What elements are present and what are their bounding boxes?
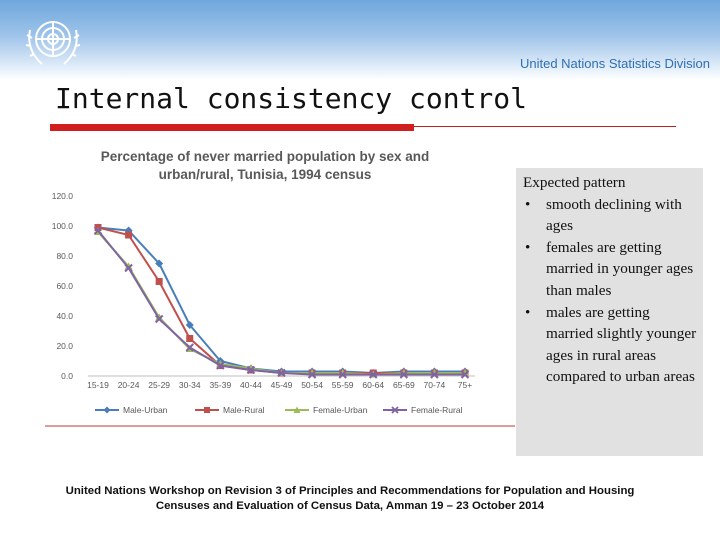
org-name: United Nations Statistics Division [519, 56, 710, 71]
data-point [460, 370, 470, 379]
un-emblem-icon [25, 21, 81, 65]
series-line-female-urban [97, 231, 465, 376]
x-tick-label: 30-34 [179, 380, 201, 390]
legend-label: Male-Urban [123, 405, 168, 415]
header-band [0, 0, 720, 80]
x-tick-label: 35-39 [209, 380, 231, 390]
y-tick-label: 80.0 [56, 251, 73, 261]
x-tick-label: 60-64 [362, 380, 384, 390]
title-underline-accent [50, 124, 414, 131]
series-line-male-rural [97, 226, 465, 374]
data-point [124, 263, 133, 273]
y-tick-label: 40.0 [56, 311, 73, 321]
bullet-glyph: • [525, 238, 531, 256]
bullet-text: females are getting married in younger a… [546, 238, 694, 299]
x-tick-label: 25-29 [148, 380, 170, 390]
x-tick-label: 20-24 [118, 380, 140, 390]
data-point [124, 262, 133, 270]
y-tick-label: 20.0 [56, 341, 73, 351]
x-tick-label: 45-49 [271, 380, 293, 390]
footer-line2: Censuses and Evaluation of Census Data, … [155, 500, 545, 512]
footer: United Nations Workshop on Revision 3 of… [20, 484, 680, 514]
chart-title-line1: Percentage of never married population b… [101, 149, 430, 164]
title-underline-rule [414, 126, 676, 127]
legend-marker [204, 407, 210, 413]
bullet-text: smooth declining with ages [546, 195, 682, 235]
x-tick-label: 75+ [458, 380, 472, 390]
legend-label: Male-Rural [223, 405, 265, 415]
data-point [94, 224, 102, 231]
bullet-glyph: • [525, 303, 531, 321]
legend-marker [103, 406, 111, 414]
data-point [125, 231, 133, 239]
chart-title-line2: urban/rural, Tunisia, 1994 census [159, 167, 372, 182]
x-tick-label: 70-74 [424, 380, 446, 390]
data-point [155, 278, 163, 285]
legend-marker [293, 406, 301, 413]
data-point [186, 335, 194, 342]
expected-pattern-heading: Expected pattern [523, 174, 626, 191]
data-point [399, 370, 409, 379]
series-line-female-rural [97, 229, 465, 376]
slide-title: Internal consistency control [55, 82, 528, 115]
legend-marker [391, 406, 399, 414]
data-point [216, 361, 225, 370]
data-point [338, 370, 347, 379]
line-chart: Percentage of never married population b… [45, 149, 515, 427]
data-point [430, 370, 439, 379]
x-tick-label: 40-44 [240, 380, 262, 390]
data-point [93, 226, 103, 235]
data-point [154, 314, 164, 324]
footer-line1: United Nations Workshop on Revision 3 of… [65, 485, 635, 497]
series-line-male-urban [97, 226, 465, 375]
list-item: • males are getting married slightly youn… [523, 302, 697, 388]
legend-label: Female-Rural [411, 405, 463, 415]
y-tick-label: 100.0 [52, 221, 74, 231]
x-tick-label: 15-19 [87, 380, 109, 390]
data-point [307, 370, 317, 379]
plot-area: 0.0 20.0 40.0 60.0 80.0 100.0 120.0 15-19 20-24 2… [45, 191, 515, 427]
y-tick-label: 120.0 [52, 191, 74, 201]
expected-pattern-box: Expected pattern • smooth declining with … [516, 168, 703, 456]
data-point [155, 259, 164, 268]
data-point [185, 321, 194, 329]
bullet-glyph: • [525, 195, 531, 213]
data-point [277, 368, 286, 378]
data-point [185, 343, 194, 352]
x-tick-label: 65-69 [393, 380, 415, 390]
legend-label: Female-Urban [313, 405, 368, 415]
y-tick-label: 0.0 [61, 371, 73, 381]
x-tick-label: 50-54 [301, 380, 323, 390]
list-item: • females are getting married in younger … [523, 237, 697, 302]
expected-pattern-list: • smooth declining with ages • females are… [523, 194, 697, 388]
data-point [155, 313, 164, 321]
bullet-text: males are getting married slightly young… [546, 303, 697, 386]
y-tick-label: 60.0 [56, 281, 73, 291]
data-point [369, 370, 378, 379]
list-item: • smooth declining with ages [523, 194, 697, 237]
data-point [246, 365, 256, 375]
x-tick-label: 55-59 [332, 380, 354, 390]
